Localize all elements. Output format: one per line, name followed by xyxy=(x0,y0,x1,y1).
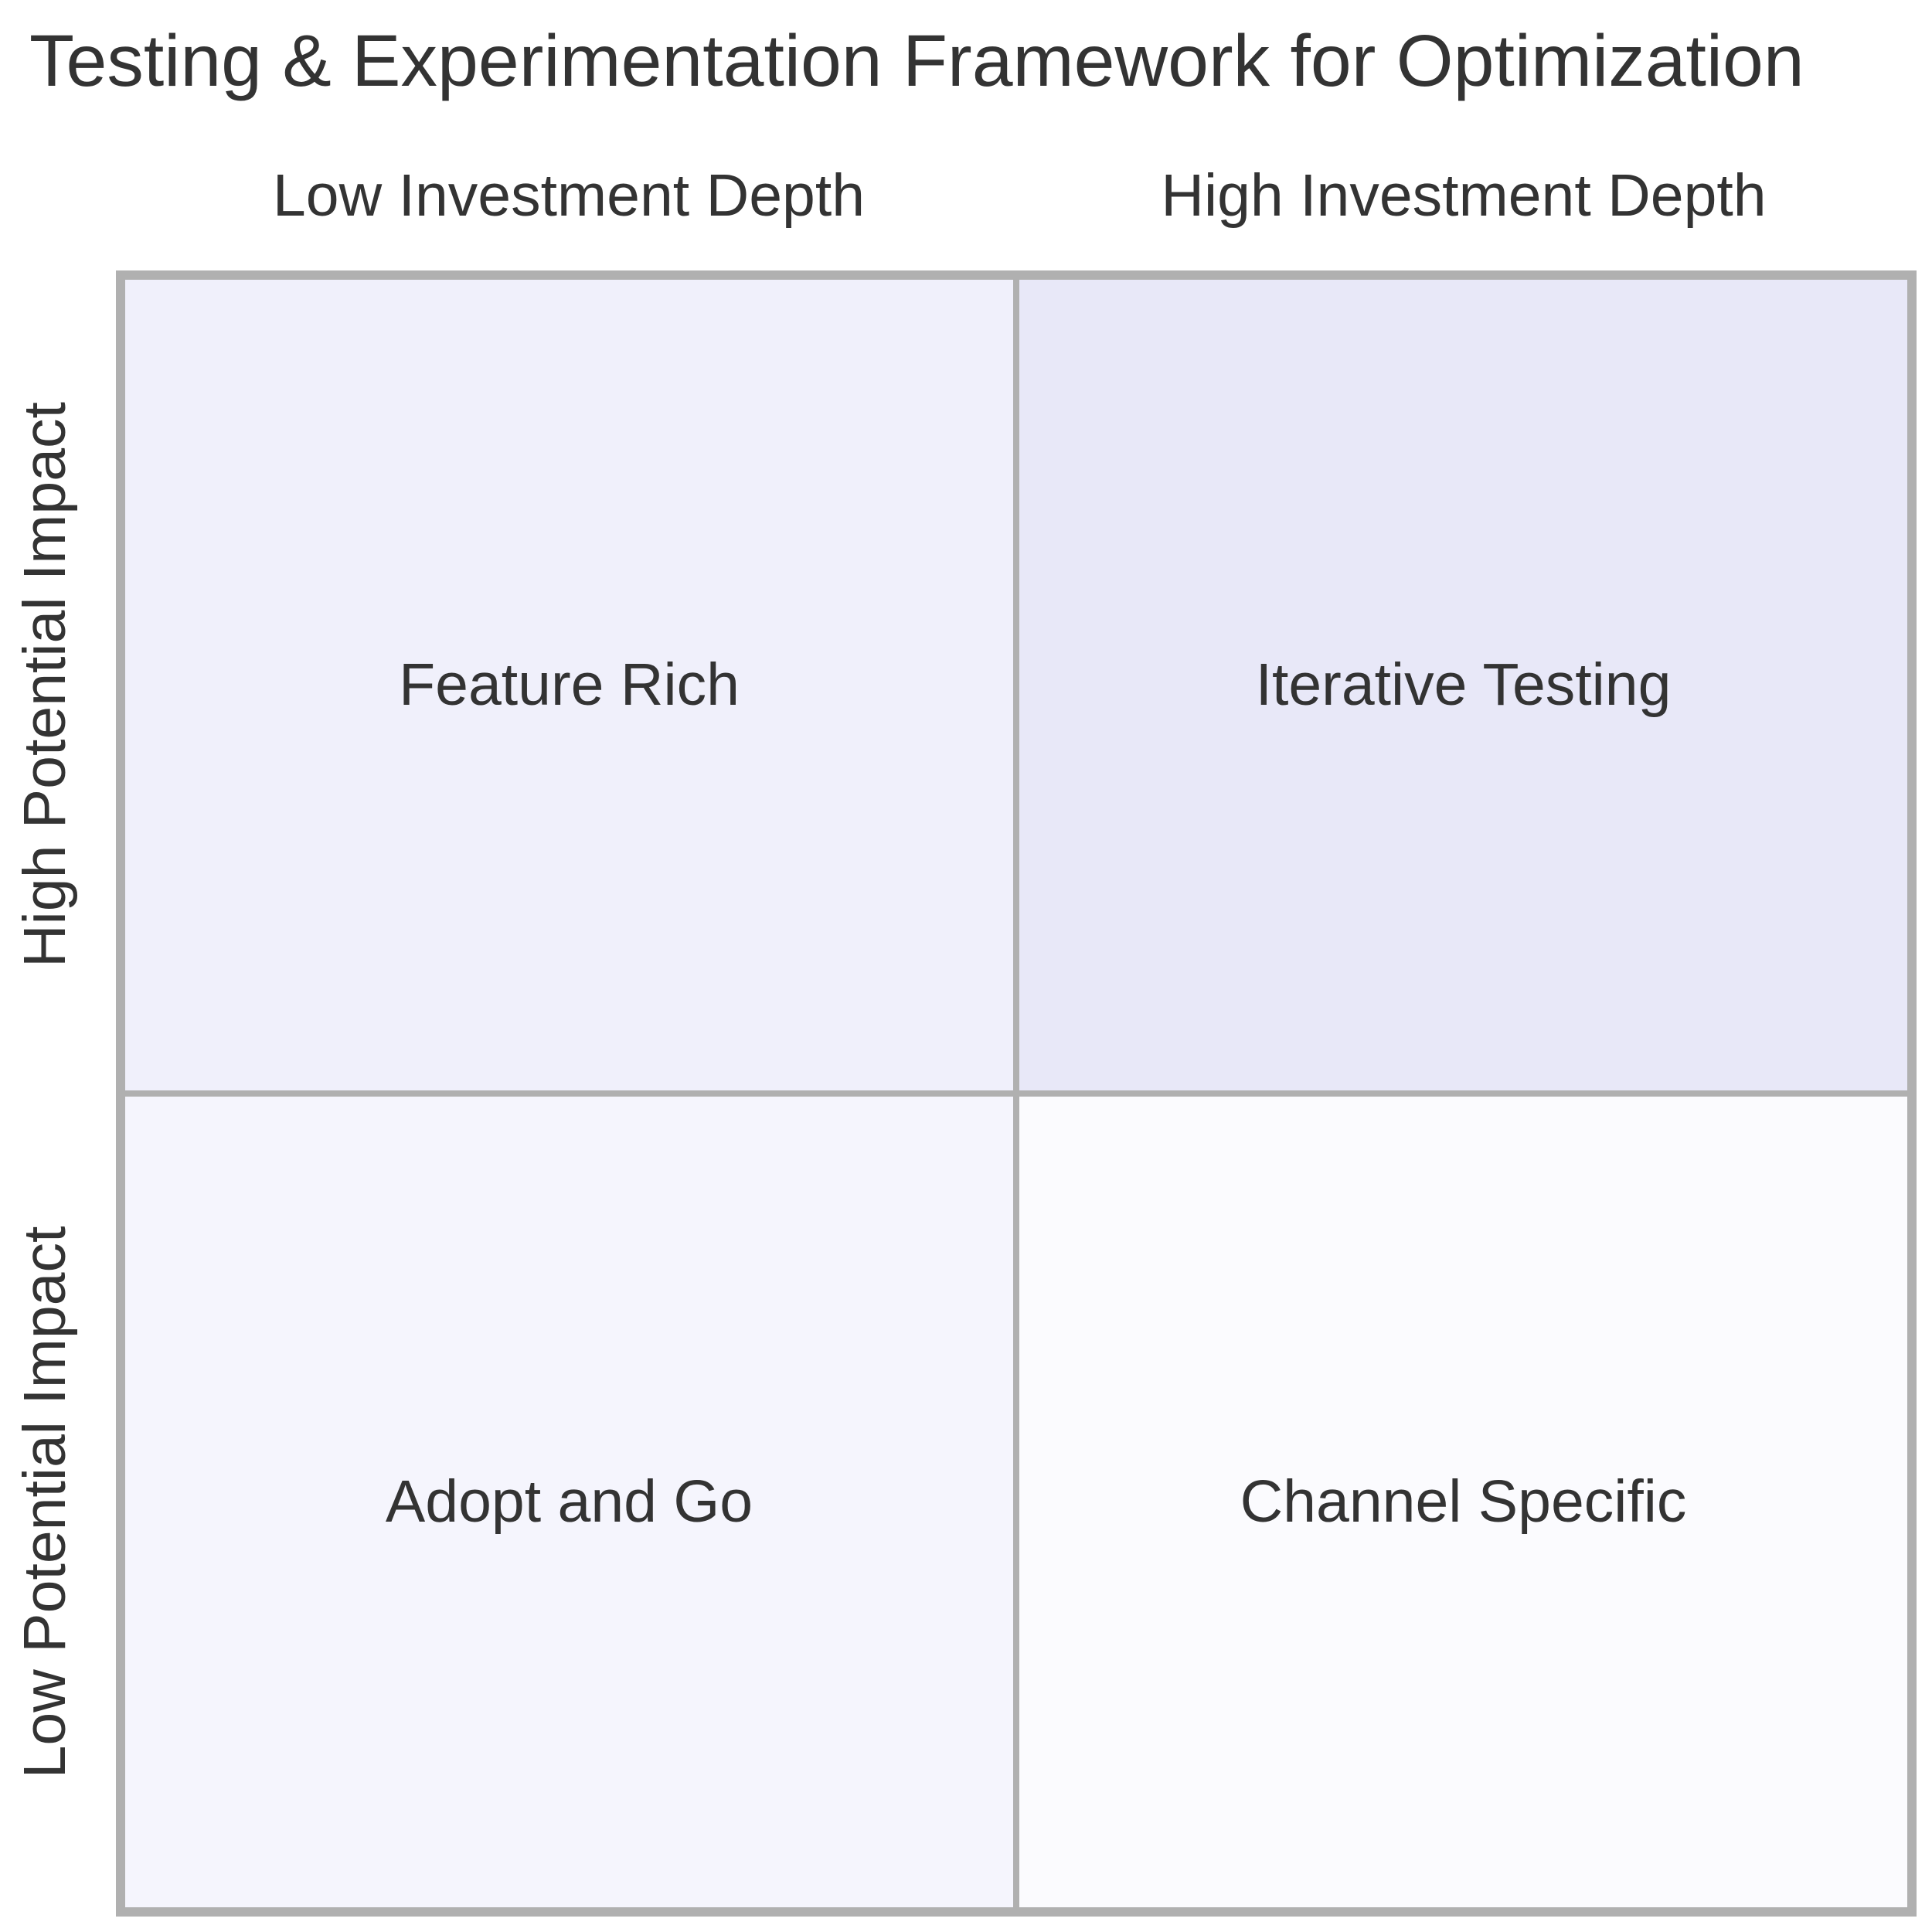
quadrant-grid: Feature Rich Iterative Testing Adopt and… xyxy=(116,270,1917,1917)
quadrant-bottom-left: Adopt and Go xyxy=(125,1097,1013,1907)
quadrant-bottom-right-label: Channel Specific xyxy=(1240,1468,1687,1536)
quadrant-top-left-label: Feature Rich xyxy=(399,651,740,719)
quadrant-bottom-left-label: Adopt and Go xyxy=(385,1468,753,1536)
quadrant-top-right: Iterative Testing xyxy=(1019,280,1907,1090)
y-axis-label-low: Low Potential Impact xyxy=(11,1226,78,1779)
x-axis-label-low: Low Investment Depth xyxy=(272,162,866,229)
x-axis-label-high: High Investment Depth xyxy=(1161,162,1767,229)
quadrant-bottom-right: Channel Specific xyxy=(1019,1097,1907,1907)
y-axis-label-high: High Potential Impact xyxy=(11,402,78,968)
chart-title: Testing & Experimentation Framework for … xyxy=(29,20,1804,102)
quadrant-top-left: Feature Rich xyxy=(125,280,1013,1090)
quadrant-top-right-label: Iterative Testing xyxy=(1255,651,1672,719)
